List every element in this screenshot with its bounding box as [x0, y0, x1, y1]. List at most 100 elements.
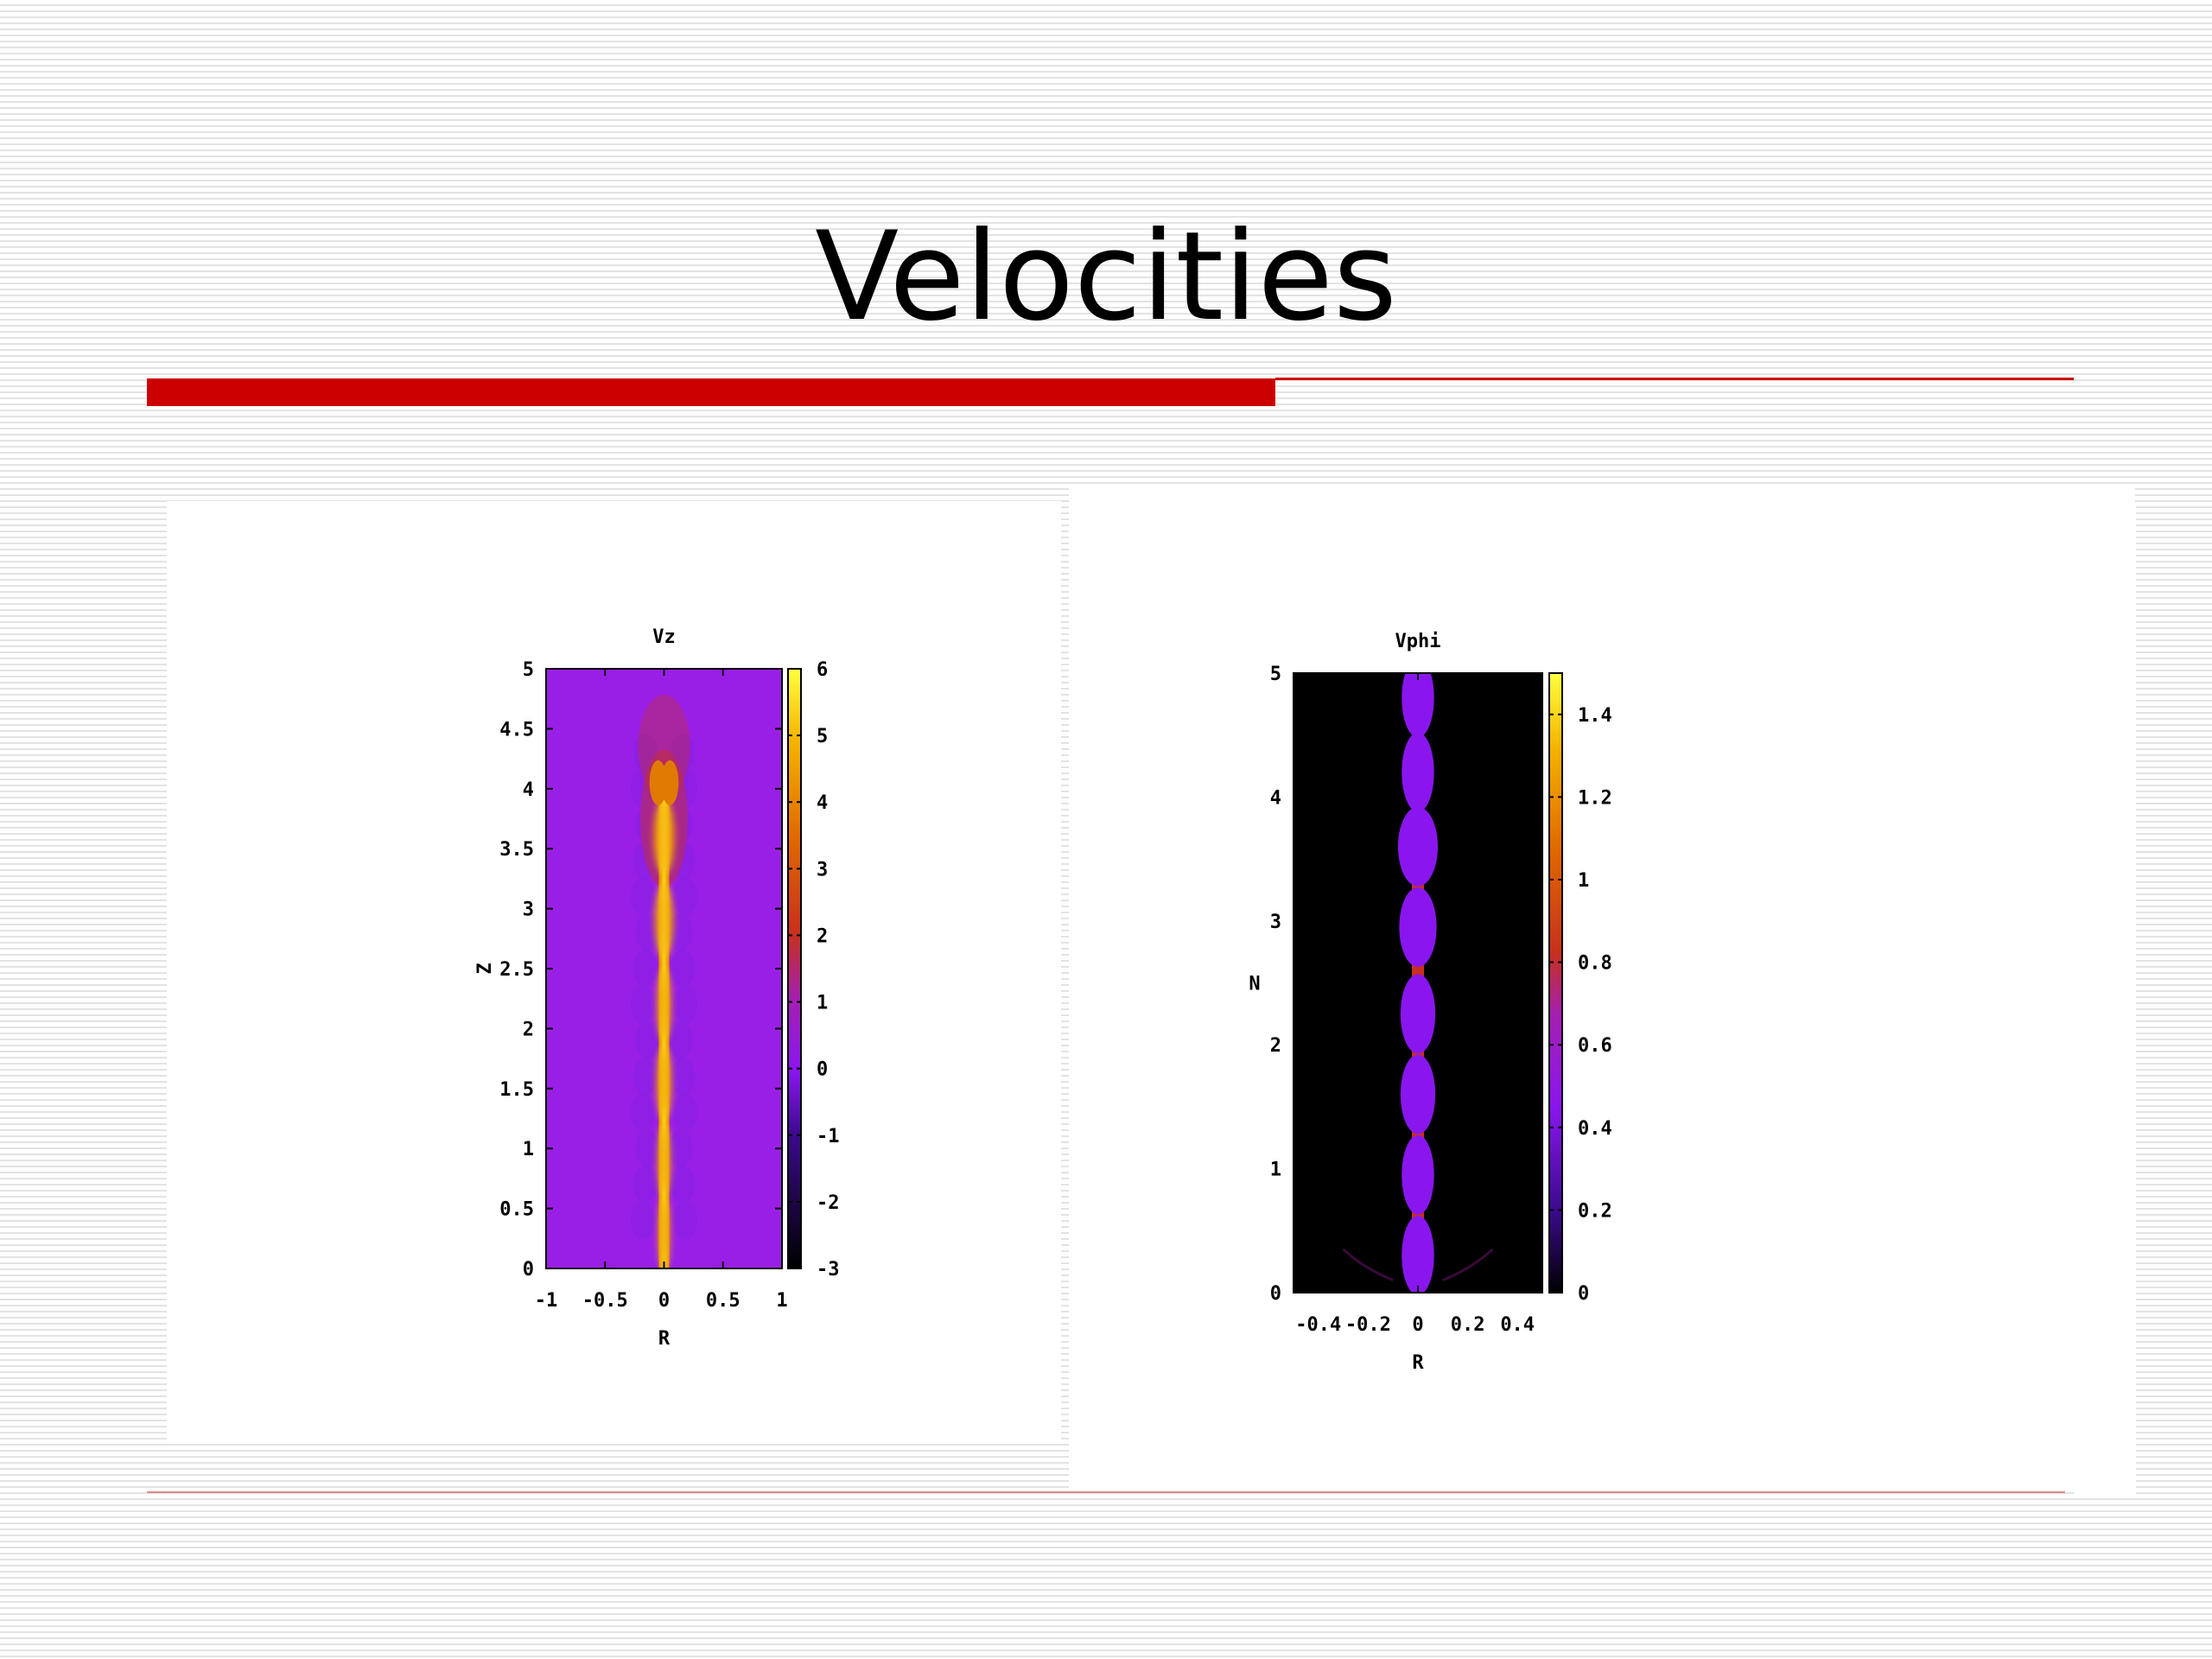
- vz-jet-blob: [658, 1196, 671, 1268]
- colorbar-tick-label: 1.2: [1578, 787, 1612, 809]
- y-tick-label: 3.5: [499, 839, 534, 861]
- colorbar-tick-label: 0.4: [1578, 1118, 1612, 1140]
- vz-side-blob: [668, 913, 693, 952]
- x-axis-label: R: [658, 1328, 671, 1350]
- colorbar-tick-label: 0.2: [1578, 1200, 1612, 1222]
- vphi-blob: [1402, 1215, 1434, 1293]
- vz-jet-blob: [657, 1124, 671, 1198]
- x-tick-label: -0.5: [582, 1290, 628, 1312]
- y-tick-label: 0: [523, 1259, 534, 1281]
- vz-side-blob: [630, 769, 655, 808]
- y-axis-label: Z: [474, 963, 496, 974]
- colorbar-tick-label: 0.6: [1578, 1035, 1612, 1057]
- vz-side-blob: [632, 1057, 658, 1096]
- colorbar-tick-label: 5: [817, 726, 828, 747]
- vz-side-blob: [630, 1201, 655, 1240]
- x-tick-label: -0.4: [1295, 1314, 1341, 1336]
- colorbar: [787, 668, 802, 1269]
- vz-side-blob: [668, 1021, 693, 1060]
- vz-side-blob: [632, 1165, 658, 1204]
- x-axis-label: R: [1412, 1352, 1424, 1374]
- y-axis-label: N: [1249, 974, 1260, 995]
- vz-side-blob: [630, 877, 655, 916]
- title-accent-line: [1275, 378, 2074, 380]
- y-tick-label: 0.5: [499, 1199, 534, 1221]
- colorbar-tick-label: -2: [817, 1192, 840, 1214]
- colorbar-tick-label: 1.4: [1578, 705, 1612, 727]
- vz-side-blob: [673, 985, 698, 1024]
- vz-side-blob: [635, 1021, 660, 1060]
- y-tick-label: 4: [523, 779, 534, 801]
- x-tick-label: 0: [658, 1290, 670, 1312]
- colorbar-tick-label: 0: [1578, 1283, 1589, 1305]
- vphi-blob: [1397, 806, 1439, 887]
- colorbar-tick-label: 6: [817, 659, 828, 681]
- vz-side-blob: [635, 913, 660, 952]
- colorbar: [1548, 672, 1563, 1294]
- y-tick-label: 3: [523, 899, 534, 921]
- colorbar-tick-label: 2: [817, 925, 828, 947]
- vphi-blob: [1402, 673, 1434, 738]
- chart-title: Vphi: [1395, 631, 1441, 652]
- x-tick-label: 0.5: [706, 1290, 741, 1312]
- footer-divider-line: [147, 1491, 2065, 1493]
- y-tick-label: 1: [523, 1139, 534, 1160]
- y-tick-label: 2: [523, 1019, 534, 1040]
- vz-side-blob: [673, 877, 698, 916]
- plot-marks: [1342, 673, 1494, 1293]
- vz-side-blob: [673, 1201, 698, 1240]
- vz-jet-blob: [656, 1046, 672, 1119]
- vphi-blob: [1399, 887, 1437, 967]
- x-tick-label: 0.2: [1451, 1314, 1485, 1336]
- vz-side-blob: [635, 1129, 660, 1168]
- vphi-blob: [1402, 1135, 1434, 1215]
- vz-side-blob: [673, 1093, 698, 1132]
- vphi-faint-wisp: [1442, 1248, 1494, 1282]
- vz-jet-blob: [653, 800, 675, 874]
- colorbar-tick-label: 3: [817, 859, 828, 880]
- vz-side-blob: [671, 1057, 696, 1096]
- vphi-blob: [1400, 1054, 1436, 1135]
- vphi-faint-wisp: [1342, 1248, 1394, 1282]
- y-tick-label: 0: [1270, 1283, 1281, 1305]
- vz-side-blob: [673, 769, 698, 808]
- vz-side-blob: [630, 1093, 655, 1132]
- title-accent-bar: [147, 378, 1275, 406]
- colorbar-tick-label: -3: [817, 1259, 840, 1281]
- vphi-blob: [1402, 732, 1434, 812]
- y-tick-label: 5: [1270, 664, 1281, 685]
- slide-title: Velocities: [815, 206, 1397, 348]
- vz-side-blob: [668, 1129, 693, 1168]
- chart-title: Vz: [652, 626, 676, 648]
- vphi-plot-panel-extension: [2074, 505, 2136, 1495]
- colorbar-tick-label: 0.8: [1578, 953, 1612, 975]
- x-tick-label: -0.2: [1345, 1314, 1391, 1336]
- vz-side-blob: [671, 950, 696, 988]
- colorbar-tick-label: 4: [817, 792, 828, 814]
- plot-marks: [630, 695, 698, 1268]
- y-tick-label: 3: [1270, 912, 1281, 933]
- vz-side-blob: [632, 842, 658, 880]
- colorbar-tick-label: -1: [817, 1126, 840, 1147]
- vz-jet-blob: [654, 884, 674, 957]
- vphi-plot-panel: [1069, 486, 2135, 1488]
- vz-side-blob: [632, 734, 658, 772]
- vz-side-blob: [671, 1165, 696, 1204]
- x-tick-label: 1: [776, 1290, 787, 1312]
- vz-jet-horn: [661, 760, 679, 805]
- x-tick-label: 0: [1412, 1314, 1423, 1336]
- colorbar-tick-label: 0: [817, 1059, 828, 1081]
- vz-side-blob: [671, 842, 696, 880]
- vz-side-blob: [630, 985, 655, 1024]
- x-tick-label: -1: [535, 1290, 558, 1312]
- y-tick-label: 1.5: [499, 1079, 534, 1101]
- x-tick-label: 0.4: [1500, 1314, 1535, 1336]
- y-tick-label: 4.5: [499, 719, 534, 741]
- vz-jet-blob: [657, 968, 671, 1041]
- vphi-blob: [1400, 974, 1436, 1054]
- y-tick-label: 2.5: [499, 959, 534, 981]
- vz-side-blob: [671, 734, 696, 772]
- colorbar-tick-label: 1: [817, 993, 828, 1014]
